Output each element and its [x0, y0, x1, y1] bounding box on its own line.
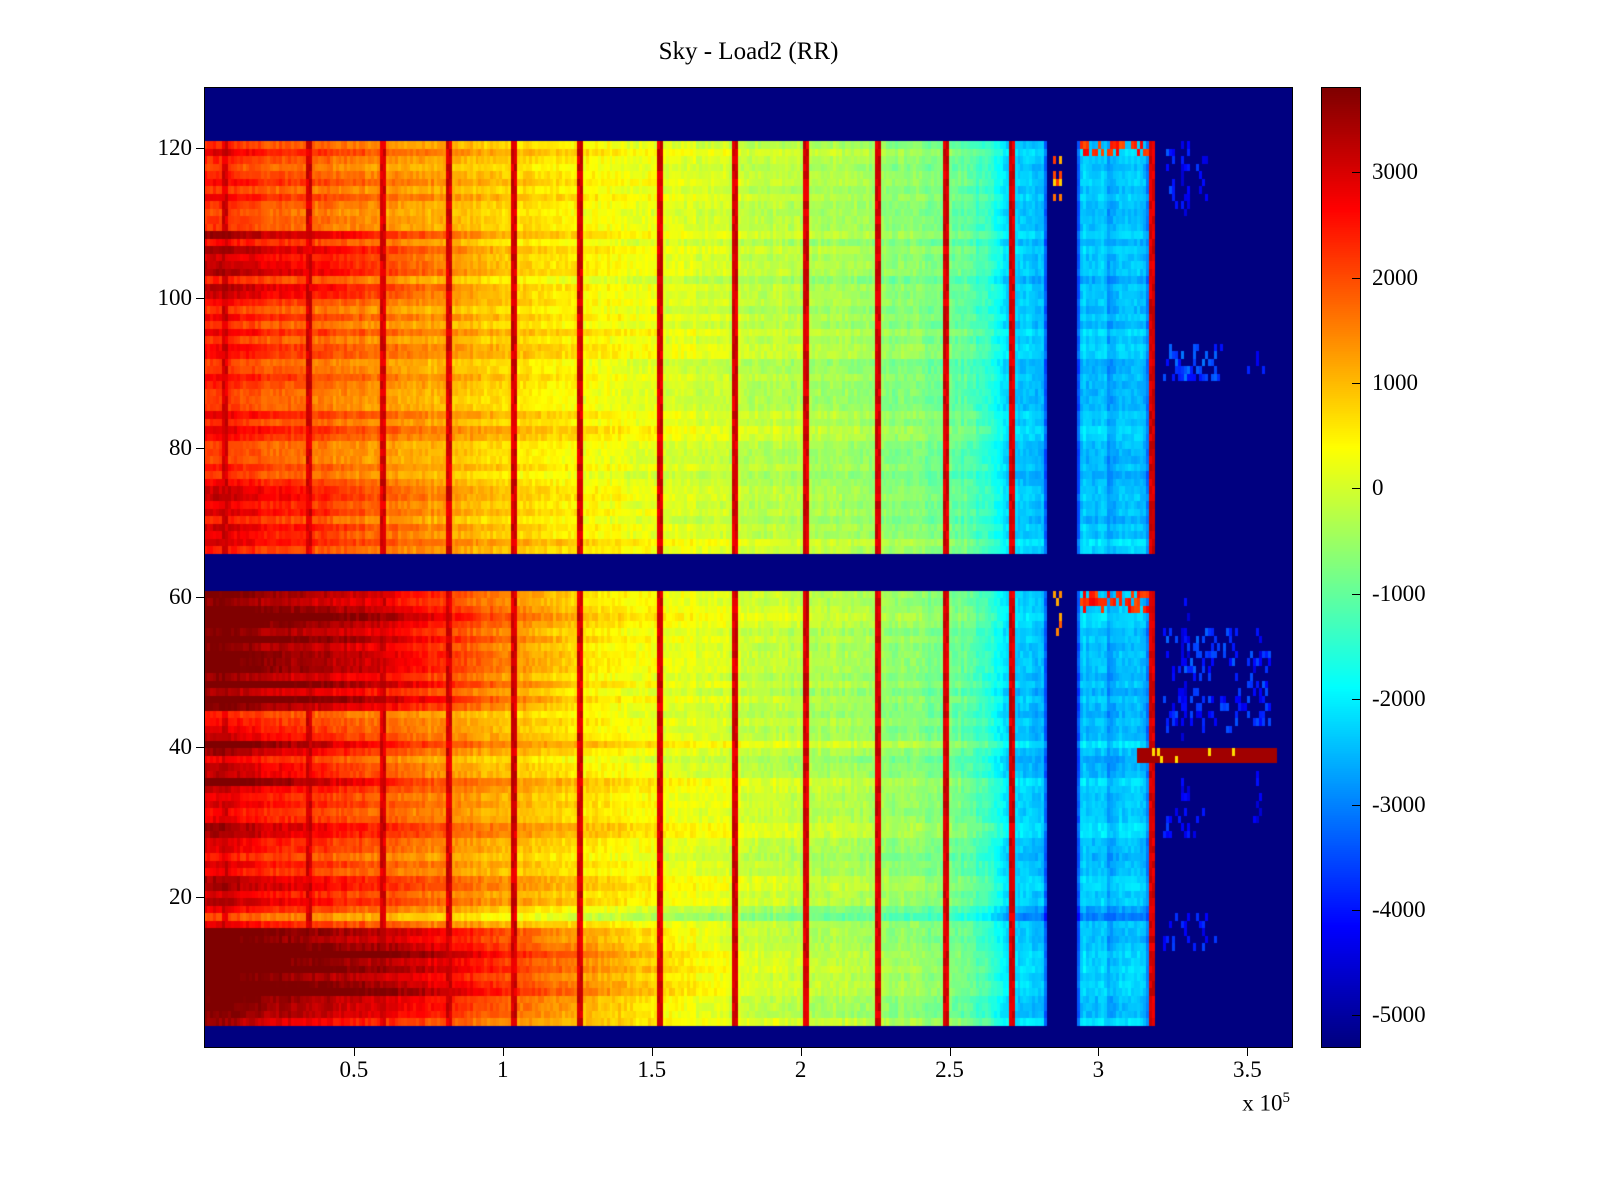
colorbar-tick-label: 1000 — [1372, 370, 1418, 396]
colorbar-tick-label: 3000 — [1372, 159, 1418, 185]
x-tick-mark — [502, 1048, 504, 1056]
colorbar-tick-label: -1000 — [1372, 580, 1426, 606]
y-tick-label: 80 — [169, 434, 192, 460]
x-tick-mark — [353, 1048, 355, 1056]
y-tick-mark — [196, 897, 204, 899]
y-tick-mark — [196, 147, 204, 149]
colorbar — [1321, 87, 1361, 1048]
x-tick-label: 0.5 — [339, 1057, 369, 1082]
x-tick-label: 1 — [497, 1057, 509, 1082]
exponent-power: 5 — [1282, 1090, 1291, 1106]
colorbar-tick-mark — [1352, 488, 1360, 490]
colorbar-tick-label: -2000 — [1372, 686, 1426, 712]
y-tick-label: 20 — [169, 884, 192, 910]
y-tick-mark — [196, 297, 204, 299]
colorbar-tick-label: 0 — [1372, 475, 1384, 501]
x-tick-label: 2 — [794, 1057, 807, 1082]
x-tick-mark — [800, 1048, 802, 1056]
x-tick-label: 1.5 — [637, 1057, 667, 1082]
y-tick-label: 120 — [157, 134, 193, 160]
colorbar-tick-mark — [1352, 910, 1360, 911]
x-tick-mark — [651, 1048, 653, 1056]
y-tick-mark — [196, 597, 204, 599]
plot-area — [204, 87, 1293, 1048]
y-tick-label: 60 — [169, 584, 192, 610]
x-tick-mark — [1247, 1048, 1249, 1056]
colorbar-tick-label: 2000 — [1372, 264, 1418, 290]
x-tick-mark — [1098, 1048, 1100, 1056]
colorbar-tick-mark — [1352, 804, 1360, 806]
colorbar-tick-mark — [1352, 1015, 1360, 1017]
x-tick-label: 3 — [1092, 1057, 1105, 1082]
x-tick-label: 3.5 — [1232, 1057, 1262, 1082]
x-tick-label: 2.5 — [935, 1057, 964, 1082]
colorbar-tick-mark — [1352, 593, 1360, 595]
colorbar-canvas — [1322, 88, 1360, 1047]
colorbar-tick-mark — [1352, 383, 1360, 385]
y-tick-mark — [196, 747, 204, 749]
colorbar-tick-mark — [1352, 172, 1360, 174]
x-axis-exponent: x 105 — [1150, 1090, 1290, 1117]
colorbar-tick-label: -4000 — [1372, 897, 1426, 922]
exponent-base: x 10 — [1242, 1090, 1283, 1116]
y-tick-mark — [196, 447, 204, 449]
y-tick-label: 40 — [169, 734, 192, 760]
chart-title: Sky - Load2 (RR) — [658, 38, 839, 65]
x-tick-mark — [949, 1048, 951, 1056]
colorbar-tick-label: -3000 — [1372, 791, 1426, 817]
y-tick-label: 100 — [157, 284, 193, 310]
colorbar-tick-mark — [1352, 277, 1360, 279]
heatmap-canvas — [205, 88, 1292, 1047]
colorbar-tick-mark — [1352, 699, 1360, 701]
colorbar-tick-label: -5000 — [1372, 1002, 1426, 1028]
